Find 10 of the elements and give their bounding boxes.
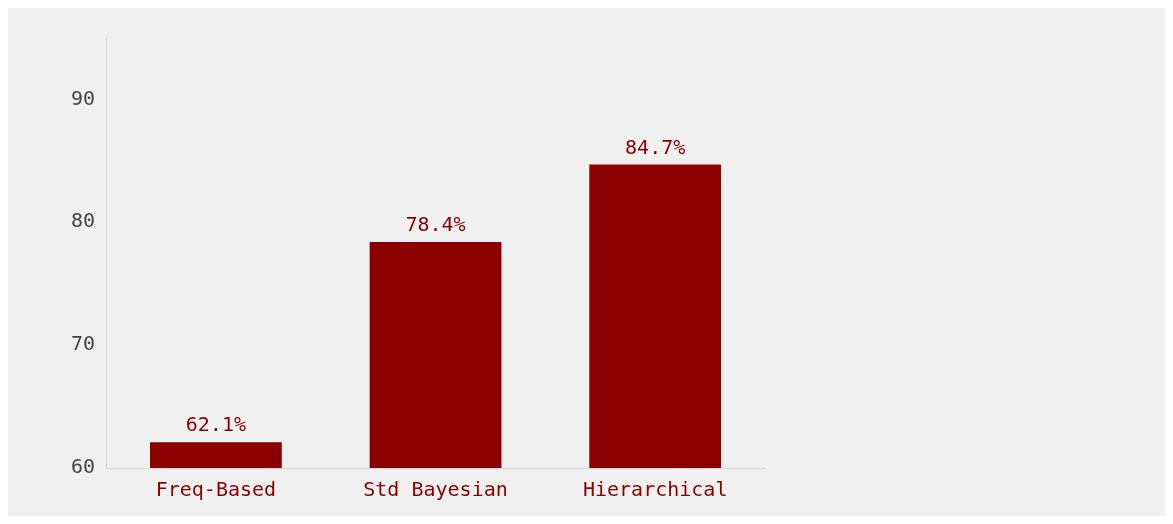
y-tick-label: 90	[70, 85, 96, 110]
y-tick-label: 60	[70, 454, 96, 479]
data-label: 84.7%	[625, 134, 686, 159]
data-label: 62.1%	[185, 412, 247, 437]
y-tick-label: 80	[70, 208, 96, 233]
data-label: 78.4%	[405, 212, 466, 237]
x-tick-label: Hierarchical	[582, 477, 728, 502]
x-tick-label: Freq-Based	[155, 477, 277, 502]
x-tick-label: Std Bayesian	[363, 477, 508, 502]
y-tick-label: 70	[70, 331, 96, 356]
